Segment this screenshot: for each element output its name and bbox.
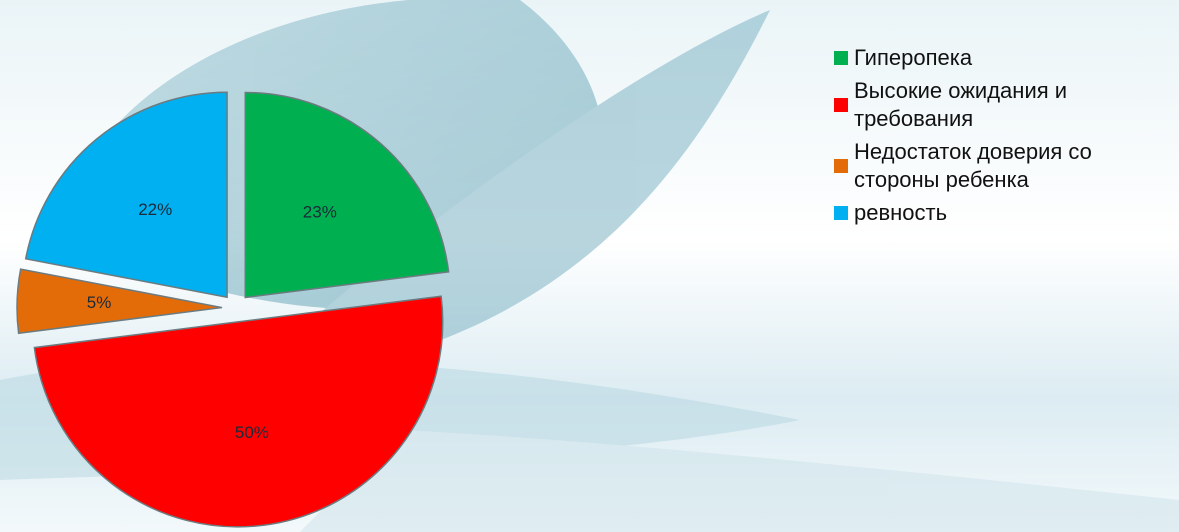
legend-swatch [834,98,848,113]
legend-label: ревность [854,199,948,225]
data-label: 5% [87,293,112,312]
legend-label: Высокие ожидания и требования [854,77,1068,132]
data-label: 22% [138,200,172,219]
pie-slice [244,91,450,299]
legend-swatch [834,51,848,66]
legend-item: ревность [834,199,1134,228]
data-label: 50% [235,423,269,442]
legend-item: Гиперопека [834,44,1134,73]
legend-label: Гиперопека [854,45,973,70]
pie-slice [24,91,228,299]
legend-item: Высокие ожидания и требования [834,77,1134,134]
legend-label: Недостаток доверия со стороны ребенка [854,138,1092,193]
data-label: 23% [303,202,337,221]
pie-slice [16,268,223,335]
pie-slice [33,295,444,528]
legend: Гиперопека Высокие ожидания и требования Н… [834,44,1134,232]
legend-swatch [834,159,848,174]
pie: 23% 50% 5% 22% [16,91,450,528]
legend-item: Недостаток доверия со стороны ребенка [834,138,1134,195]
legend-swatch [834,206,848,221]
